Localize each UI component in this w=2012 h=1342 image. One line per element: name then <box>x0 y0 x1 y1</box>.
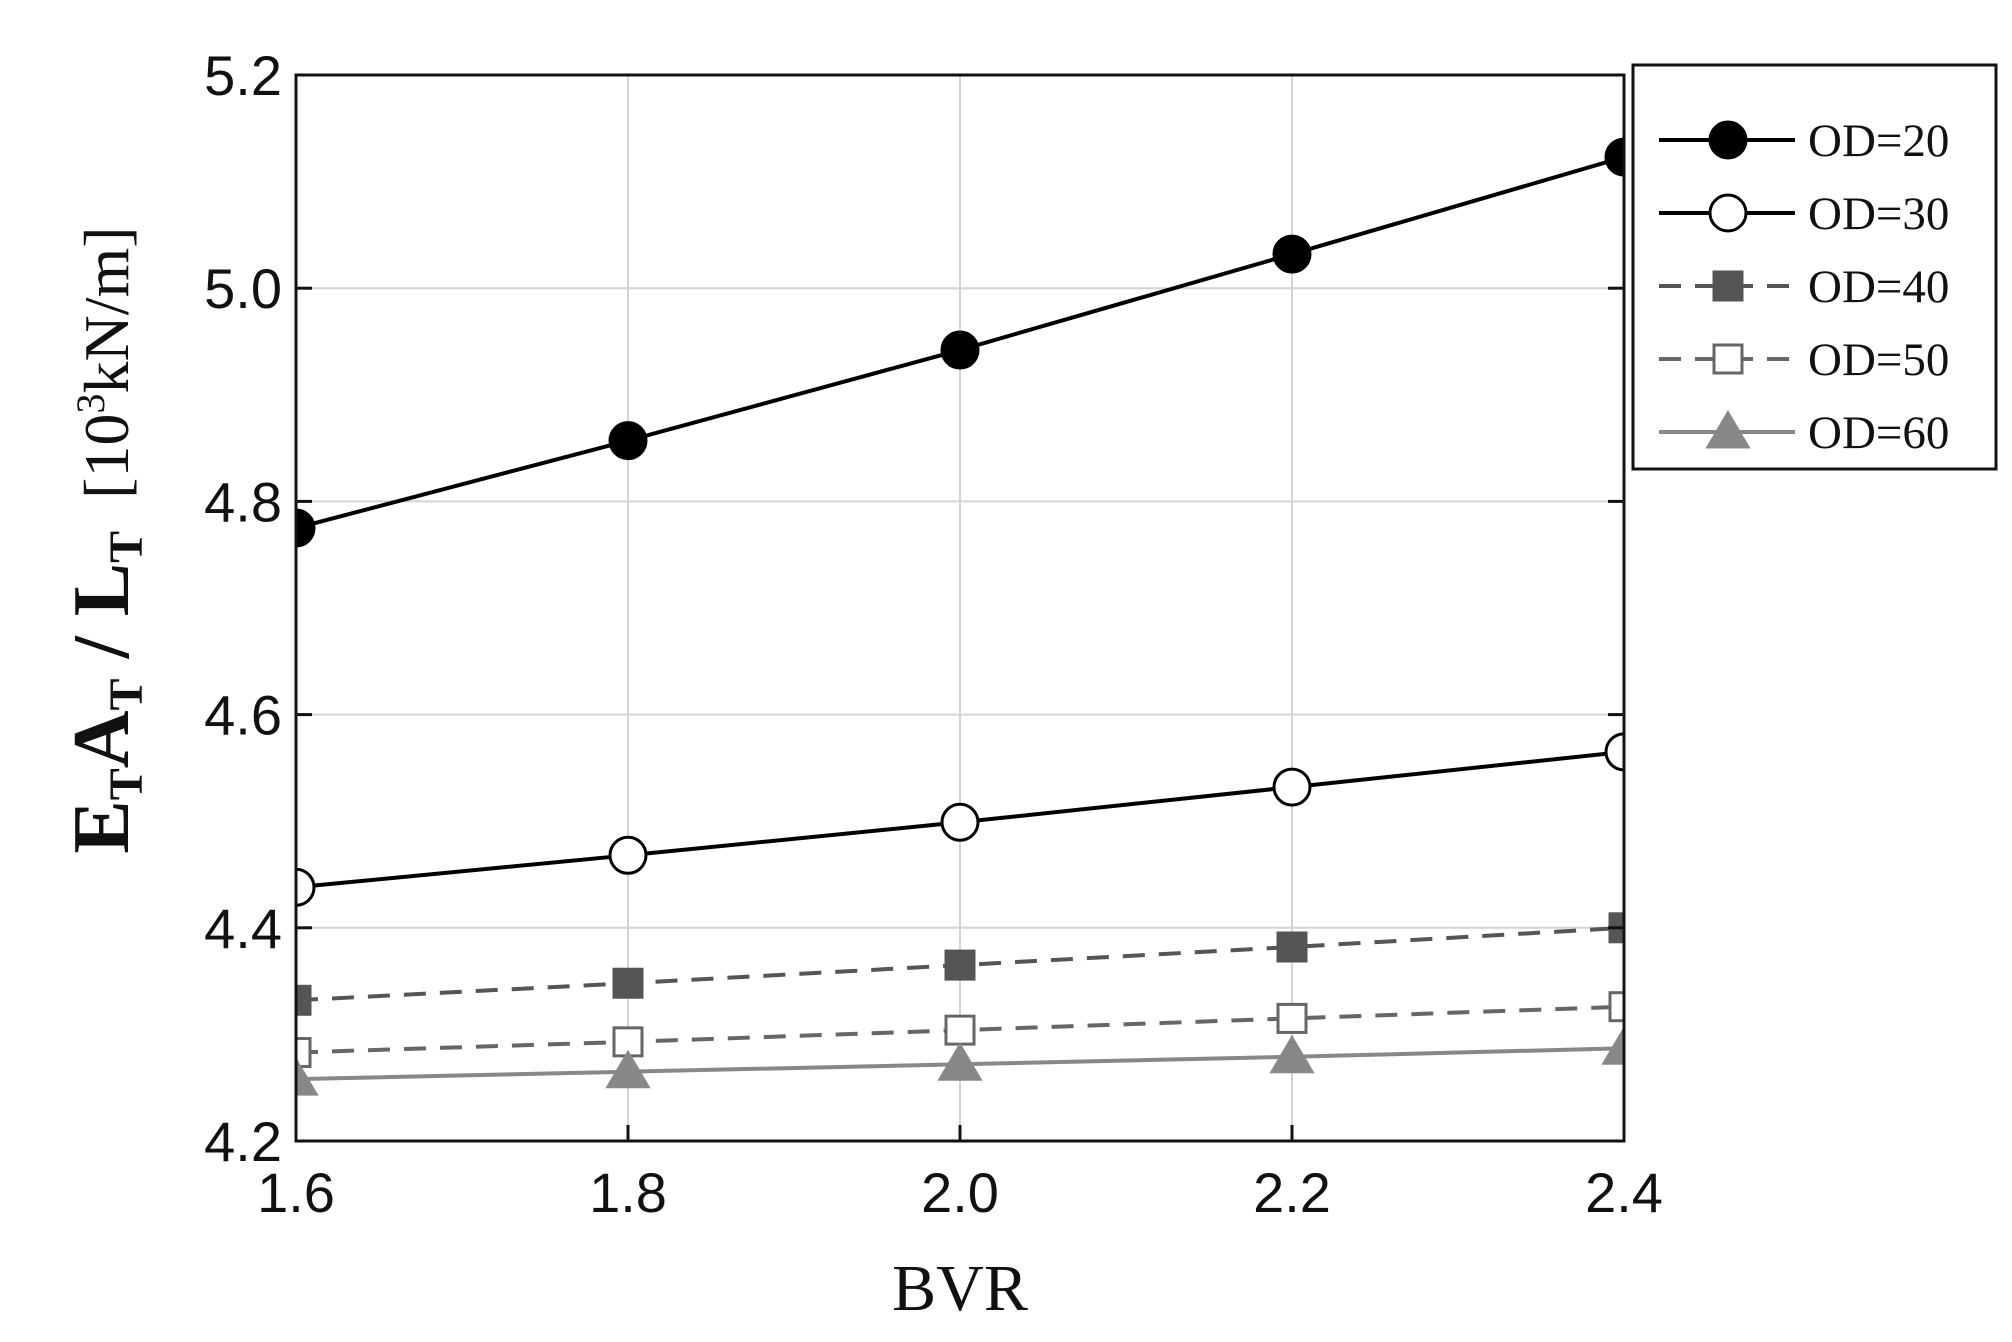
marker <box>612 967 644 999</box>
y-tick-label: 4.2 <box>204 1110 282 1173</box>
marker <box>944 1014 976 1046</box>
marker <box>1276 931 1308 963</box>
marker <box>940 330 980 370</box>
legend-label: OD=50 <box>1808 334 1949 386</box>
legend-label: OD=60 <box>1808 407 1949 459</box>
grid <box>295 74 1625 1142</box>
marker <box>296 508 316 548</box>
y-label-part: T <box>100 768 153 800</box>
legend-label: OD=30 <box>1808 188 1949 240</box>
legend: OD=20 OD=30 OD=40 OD=50 OD=60 <box>1631 63 1998 471</box>
legend-box <box>1631 63 1998 471</box>
x-tick-label: 1.6 <box>257 1161 335 1224</box>
marker <box>608 421 648 461</box>
legend-label: OD=40 <box>1808 261 1949 313</box>
y-label-part: E <box>58 800 146 853</box>
marker <box>1276 1002 1308 1034</box>
marker <box>940 802 980 842</box>
marker <box>1604 137 1624 177</box>
marker <box>296 867 316 907</box>
y-tick-label: 5.0 <box>204 257 282 320</box>
marker <box>1604 732 1624 772</box>
y-tick-label: 4.6 <box>204 684 282 747</box>
x-tick-label: 1.8 <box>589 1161 667 1224</box>
y-axis-label: ETAT / LT [103kN/m] <box>58 226 153 853</box>
marker <box>608 835 648 875</box>
y-label-part: / L <box>58 563 146 679</box>
y-tick-label: 4.4 <box>204 897 282 960</box>
marker <box>1608 991 1624 1023</box>
ticks: 1.6 1.8 2.0 2.2 2.4 4.2 4.4 4.6 4.8 5.0 5.2 <box>204 44 1663 1224</box>
marker <box>937 1042 983 1081</box>
y-tick-label: 5.2 <box>204 44 282 107</box>
y-label-part: T <box>100 678 153 710</box>
legend-marker <box>1708 120 1748 160</box>
legend-marker <box>1712 343 1744 375</box>
marker <box>1601 1026 1624 1065</box>
y-label-part: kN/m] <box>71 226 142 393</box>
legend-marker <box>1705 410 1751 449</box>
y-tick-label: 4.8 <box>204 470 282 533</box>
plot-area <box>296 137 1624 1096</box>
marker <box>605 1049 651 1089</box>
marker <box>944 949 976 981</box>
y-label-part: 3 <box>68 394 113 414</box>
x-tick-label: 2.4 <box>1585 1161 1663 1224</box>
marker <box>296 1057 319 1096</box>
x-tick-label: 2.2 <box>1253 1161 1331 1224</box>
marker <box>296 984 312 1016</box>
x-tick-label: 2.0 <box>921 1161 999 1224</box>
x-axis-label: BVR <box>892 1252 1028 1325</box>
legend-marker <box>1712 270 1744 302</box>
legend-label: OD=20 <box>1808 115 1949 167</box>
marker <box>1272 767 1312 807</box>
marker <box>1272 234 1312 274</box>
marker <box>1269 1034 1315 1074</box>
y-label-part: [10 <box>71 414 142 531</box>
marker <box>296 1037 312 1069</box>
legend-marker <box>1708 193 1748 233</box>
y-label-part: A <box>58 710 146 768</box>
y-label-part: T <box>100 531 153 563</box>
